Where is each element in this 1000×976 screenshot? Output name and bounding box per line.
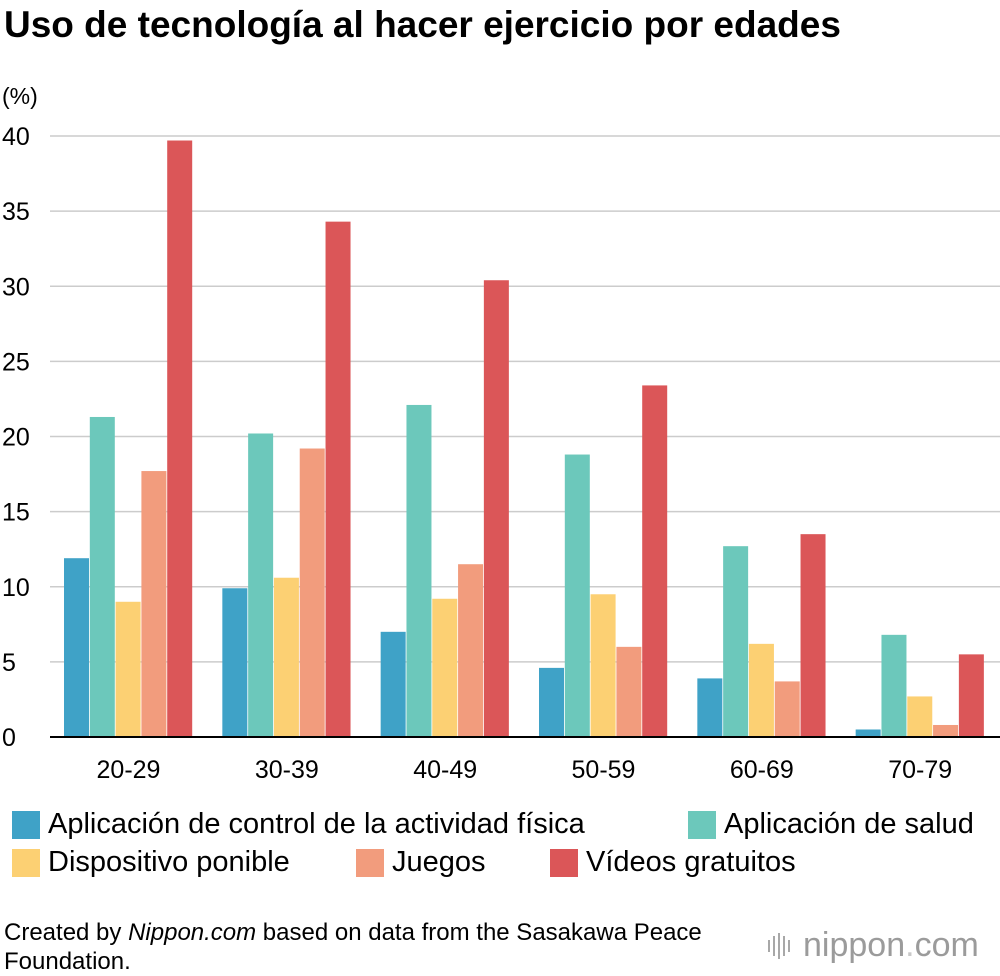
x-tick-label: 50-59: [572, 756, 636, 784]
bar: [248, 433, 274, 737]
legend-item-games: Juegos: [356, 846, 486, 879]
bar-chart: (%) 0 5 10 15 20 25 30 35 40 20-29 30-39 40-49 50-59 6…: [2, 83, 1000, 784]
logo-name: nippon: [803, 926, 906, 964]
logo-bars-icon: [768, 932, 793, 959]
bar: [881, 634, 907, 737]
y-tick-label: 5: [2, 649, 16, 677]
bar: [432, 598, 458, 737]
source-link-text: Nippon.com: [128, 919, 257, 946]
bar: [933, 724, 959, 737]
legend-item-free-videos: Vídeos gratuitos: [550, 846, 796, 879]
bar: [115, 601, 141, 737]
bar: [406, 404, 432, 737]
legend-swatch: [356, 848, 384, 877]
bar: [907, 696, 933, 737]
bar: [800, 534, 826, 737]
bar: [141, 471, 167, 737]
bar: [774, 681, 800, 737]
bar: [64, 558, 89, 737]
x-tick-label: 70-79: [888, 756, 952, 784]
bar: [590, 594, 616, 737]
bar: [539, 667, 564, 737]
y-tick-label: 35: [2, 198, 30, 226]
logo-dot: .: [905, 926, 915, 964]
x-tick-label: 30-39: [255, 756, 319, 784]
legend-item-wearable: Dispositivo ponible: [12, 846, 290, 879]
legend-label: Vídeos gratuitos: [586, 846, 796, 878]
y-tick-label: 15: [2, 499, 30, 527]
bar: [380, 631, 406, 737]
chart-title: Uso de tecnología al hacer ejercicio por…: [4, 4, 841, 45]
y-tick-label: 0: [2, 724, 16, 752]
source-suffix: based on data from the Sasakawa Peace Fo…: [4, 919, 702, 975]
bar: [697, 678, 723, 737]
y-tick-label: 25: [2, 348, 30, 376]
y-tick-label: 40: [2, 123, 30, 151]
bar: [167, 140, 193, 737]
legend-label: Dispositivo ponible: [48, 846, 290, 878]
bar: [855, 729, 881, 737]
source-prefix: Created by: [4, 919, 129, 946]
bar: [458, 564, 484, 737]
x-tick-label: 20-29: [97, 756, 161, 784]
y-tick-label: 30: [2, 273, 30, 301]
y-tick-label: 10: [2, 574, 30, 602]
bar: [325, 221, 351, 737]
bar: [89, 416, 115, 737]
legend-item-health-app: Aplicación de salud: [688, 808, 974, 841]
bar: [958, 654, 984, 737]
bar: [273, 577, 299, 737]
logo-tld: com: [914, 926, 979, 964]
x-tick-label: 40-49: [413, 756, 477, 784]
legend-item-activity-app: Aplicación de control de la actividad fí…: [12, 808, 585, 841]
nippon-logo: nippon. com: [768, 926, 979, 965]
x-tick-label: 60-69: [730, 756, 794, 784]
legend-swatch: [550, 848, 578, 877]
bar: [564, 454, 590, 737]
bar: [616, 646, 642, 737]
legend-label: Aplicación de control de la actividad fí…: [48, 808, 585, 840]
legend-label: Juegos: [392, 846, 486, 878]
bar: [299, 448, 325, 737]
bar: [723, 546, 749, 737]
bar: [642, 385, 668, 737]
bar: [222, 588, 248, 737]
legend-swatch: [688, 810, 716, 839]
legend-label: Aplicación de salud: [724, 808, 974, 840]
bar: [748, 643, 774, 737]
bar: [483, 280, 509, 737]
y-tick-label: 20: [2, 424, 30, 452]
legend-swatch: [12, 810, 40, 839]
y-axis-unit-label: (%): [2, 83, 38, 109]
source-note: Created by Nippon.com based on data from…: [4, 918, 704, 976]
legend-swatch: [12, 848, 40, 877]
